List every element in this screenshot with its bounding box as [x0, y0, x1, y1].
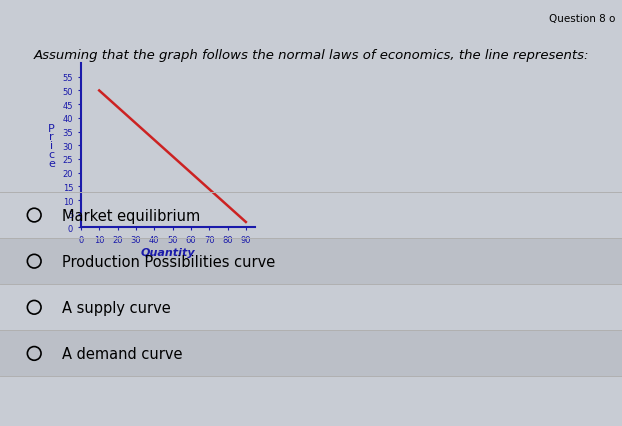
Y-axis label: P
r
i
c
e: P r i c e [48, 124, 55, 168]
X-axis label: Quantity: Quantity [141, 247, 195, 257]
Text: Assuming that the graph follows the normal laws of economics, the line represent: Assuming that the graph follows the norm… [33, 49, 589, 62]
Text: Market equilibrium: Market equilibrium [62, 208, 200, 223]
Text: A supply curve: A supply curve [62, 300, 171, 315]
Text: Production Possibilities curve: Production Possibilities curve [62, 254, 276, 269]
Text: Question 8 o: Question 8 o [549, 14, 616, 24]
Text: A demand curve: A demand curve [62, 346, 183, 361]
